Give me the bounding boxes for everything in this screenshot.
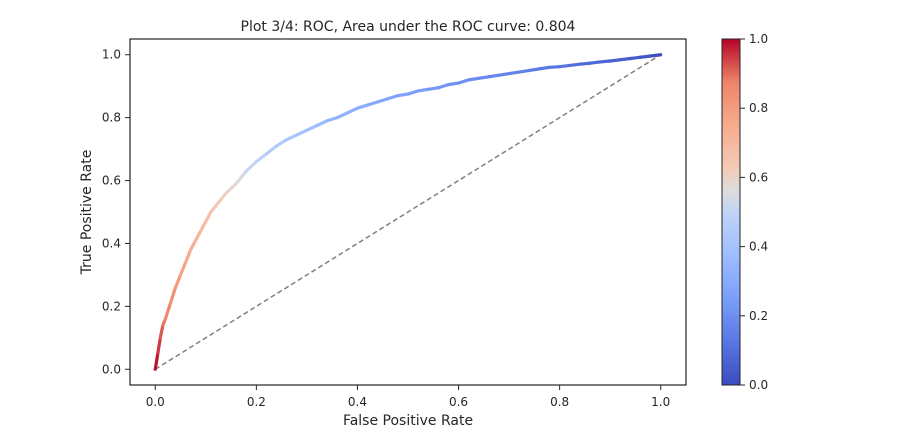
roc-curve-segment xyxy=(628,55,643,61)
roc-curve-segment xyxy=(416,87,430,93)
roc-curve-segment xyxy=(477,75,491,80)
roc-curve-segment xyxy=(254,152,269,164)
colorbar-tick-label: 1.0 xyxy=(749,32,768,46)
roc-curve-segment xyxy=(527,67,542,73)
roc-curve-segment xyxy=(446,81,461,87)
roc-curve-segment xyxy=(467,76,481,82)
roc-curve-segment xyxy=(199,219,208,233)
plot-area xyxy=(129,38,687,386)
x-tick-label: 1.0 xyxy=(651,395,670,409)
roc-curve-segment xyxy=(285,133,299,142)
roc-curve-segment xyxy=(608,58,622,63)
roc-curve-segment xyxy=(163,301,173,321)
roc-curve-segment xyxy=(153,351,160,371)
roc-curve-segment xyxy=(436,83,451,90)
colorbar-tick-label: 0.2 xyxy=(749,309,768,323)
colorbar-tick-label: 0.8 xyxy=(749,101,768,115)
roc-curve-segment xyxy=(598,59,612,64)
colorbar-tick-label: 0.0 xyxy=(749,378,768,392)
roc-curve-segment xyxy=(547,65,562,69)
y-tick-label: 0.8 xyxy=(102,111,121,125)
roc-curve-segment xyxy=(335,111,349,120)
roc-curve-segment xyxy=(386,94,400,101)
colorbar-ticks: 0.0 0.2 0.4 0.6 0.8 1.0 xyxy=(740,32,768,392)
roc-curve-segment xyxy=(558,63,572,69)
y-tick-label: 0.4 xyxy=(102,236,121,250)
x-tick-label: 0.2 xyxy=(247,395,266,409)
roc-curve-segment xyxy=(178,260,188,277)
roc-curve-segment xyxy=(618,56,633,62)
roc-curve-segment xyxy=(204,210,213,224)
roc-curve-segment xyxy=(638,54,653,59)
colorbar: 0.0 0.2 0.4 0.6 0.8 1.0 xyxy=(721,32,768,392)
x-tick-label: 0.4 xyxy=(348,395,367,409)
x-axis-ticks: 0.0 0.2 0.4 0.6 0.8 1.0 xyxy=(146,385,670,409)
y-tick-label: 0.2 xyxy=(102,299,121,313)
roc-curve-segment xyxy=(588,60,602,65)
roc-curve-segment xyxy=(355,103,370,110)
reference-diagonal-line xyxy=(154,54,662,370)
y-tick-label: 1.0 xyxy=(102,48,121,62)
roc-curve-segment xyxy=(295,128,309,137)
roc-curve-segment xyxy=(649,53,663,58)
x-axis-label: False Positive Rate xyxy=(343,413,473,429)
roc-curve-segment xyxy=(517,68,531,74)
y-axis-label: True Positive Rate xyxy=(79,150,95,276)
colorbar-tick-label: 0.4 xyxy=(749,240,768,254)
roc-curve-segment xyxy=(426,86,440,91)
y-tick-label: 0.6 xyxy=(102,174,121,188)
y-axis-ticks: 0.0 0.2 0.4 0.6 0.8 1.0 xyxy=(102,48,130,376)
roc-curve-segment xyxy=(189,238,198,252)
roc-curve-segment xyxy=(194,229,203,242)
roc-curve-segment xyxy=(497,71,511,77)
roc-curve-segment xyxy=(264,144,279,156)
roc-curve-segment xyxy=(406,89,420,96)
colorbar-tick-label: 0.6 xyxy=(749,170,768,184)
roc-curve-segment xyxy=(507,70,521,76)
roc-curve-segment xyxy=(396,92,410,98)
roc-curve-segment xyxy=(168,285,178,305)
roc-curve-segment xyxy=(325,116,339,123)
roc-curve-layer xyxy=(153,53,663,371)
chart-title: Plot 3/4: ROC, Area under the ROC curve:… xyxy=(241,19,576,35)
roc-curve-segment xyxy=(568,62,582,68)
roc-curve-segment xyxy=(578,61,592,66)
roc-curve-segment xyxy=(244,160,258,173)
roc-curve-segment xyxy=(305,123,319,132)
roc-curve-segment xyxy=(173,273,183,290)
roc-curve-segment xyxy=(487,73,501,79)
roc-curve-segment xyxy=(184,248,193,264)
x-tick-label: 0.0 xyxy=(146,395,165,409)
x-tick-label: 0.6 xyxy=(449,395,468,409)
roc-curve-segment xyxy=(274,138,289,148)
colorbar-gradient xyxy=(721,38,741,386)
reference-line-layer xyxy=(154,54,662,370)
roc-curve-segment xyxy=(365,100,380,107)
roc-curve-segment xyxy=(376,97,390,104)
roc-curve-segment xyxy=(456,78,471,85)
roc-curve-segment xyxy=(537,65,552,71)
y-tick-label: 0.0 xyxy=(102,362,121,376)
roc-curve-segment xyxy=(156,336,162,356)
roc-curve-segment xyxy=(158,323,165,340)
x-tick-label: 0.8 xyxy=(550,395,569,409)
roc-curve-segment xyxy=(315,119,329,128)
roc-curve-segment xyxy=(345,106,360,115)
